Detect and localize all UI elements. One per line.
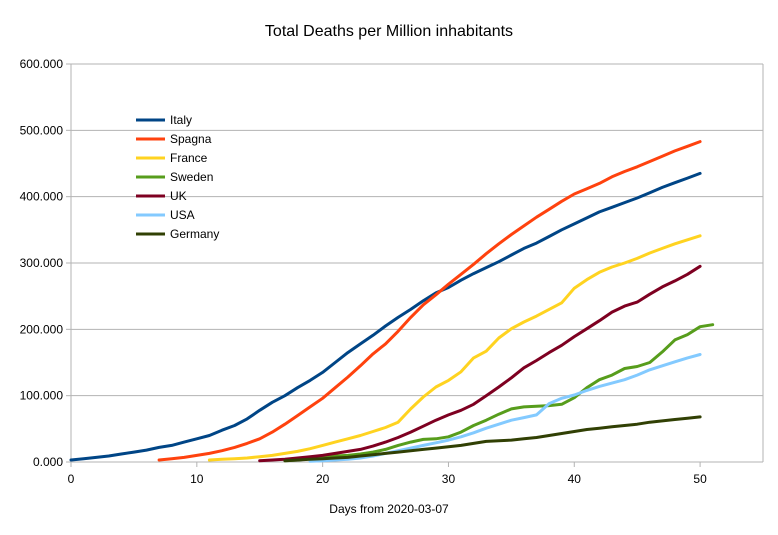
- legend-label-sweden: Sweden: [170, 170, 213, 184]
- legend-label-france: France: [170, 151, 208, 165]
- x-tick-label-4: 40: [568, 472, 582, 486]
- legend-label-italy: Italy: [170, 113, 192, 127]
- y-tick-label-2: 200.000: [20, 322, 64, 336]
- y-axis-ticks: 0.000 100.000 200.000 300.000 400.000 500.000…: [20, 57, 71, 469]
- chart-title: Total Deaths per Million inhabitants: [265, 23, 513, 40]
- series-line-spagna: [157, 140, 702, 462]
- legend-label-germany: Germany: [170, 227, 219, 241]
- x-tick-label-0: 0: [68, 472, 75, 486]
- legend-label-spagna: Spagna: [170, 132, 212, 146]
- series-lines: [69, 140, 715, 463]
- legend-label-uk: UK: [170, 189, 187, 203]
- y-tick-label-6: 600.000: [20, 57, 64, 71]
- x-axis-label: Days from 2020-03-07: [329, 502, 449, 516]
- gridlines: [71, 63, 763, 463]
- x-tick-label-3: 30: [442, 472, 456, 486]
- series-line-sweden: [283, 323, 715, 463]
- x-axis-ticks: 0 10 20 30 40 50: [68, 462, 707, 486]
- series-line-france: [207, 234, 702, 462]
- y-tick-label-4: 400.000: [20, 190, 64, 204]
- x-tick-label-2: 20: [316, 472, 330, 486]
- y-tick-label-1: 100.000: [20, 389, 64, 403]
- legend-label-usa: USA: [170, 208, 195, 222]
- y-tick-label-3: 300.000: [20, 256, 64, 270]
- series-line-italy: [69, 171, 702, 462]
- series-line-usa: [308, 353, 702, 463]
- y-tick-label-5: 500.000: [20, 123, 64, 137]
- x-tick-label-5: 50: [693, 472, 707, 486]
- legend: Italy Spagna France Sweden UK USA Germany: [136, 113, 219, 241]
- x-tick-label-1: 10: [190, 472, 204, 486]
- series-line-uk: [258, 264, 702, 463]
- series-line-germany: [283, 415, 702, 463]
- y-tick-label-0: 0.000: [33, 455, 63, 469]
